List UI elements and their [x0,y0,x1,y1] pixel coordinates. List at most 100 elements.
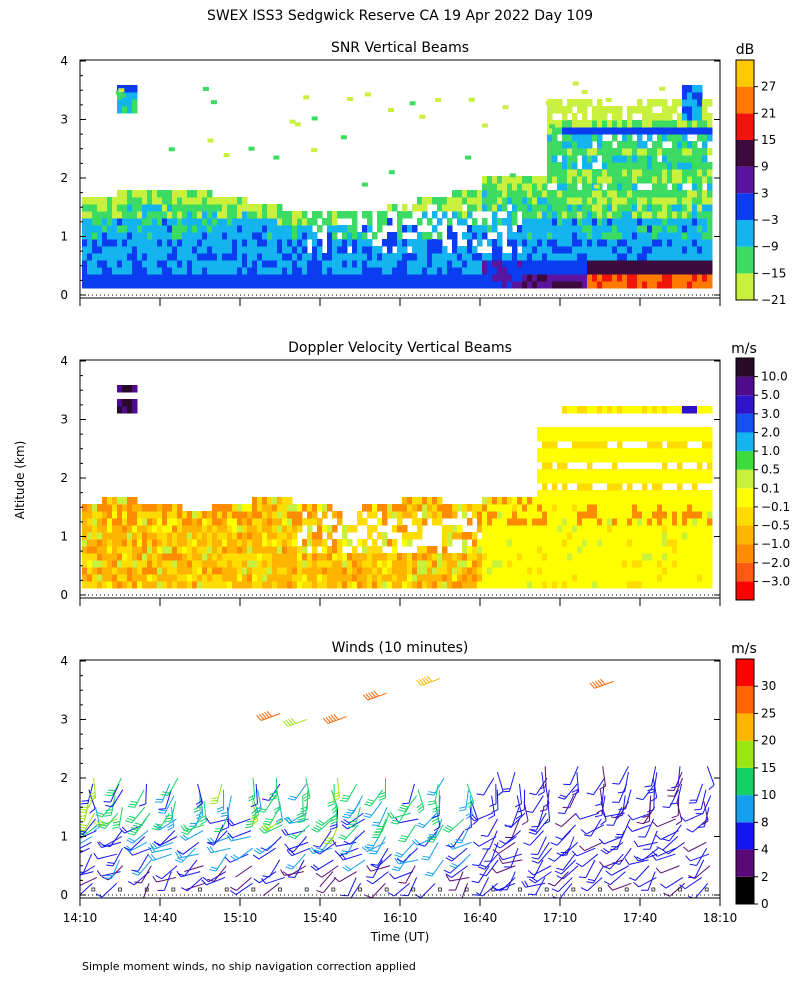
snr-cell [672,176,678,184]
doppler-cell [522,511,528,519]
snr-cell [697,218,703,226]
snr-cell [267,246,273,254]
doppler-cell [677,476,683,484]
snr-cell [137,197,143,205]
snr-cell [142,267,148,275]
doppler-cell [137,560,143,568]
doppler-cell [257,560,263,568]
doppler-cell [622,574,628,582]
doppler-cell [527,511,533,519]
snr-cell [692,85,698,93]
doppler-cell [542,574,548,582]
doppler-cell [427,581,433,589]
snr-cell [557,106,563,114]
doppler-cell [422,511,428,519]
snr-cell [507,225,513,233]
doppler-cell [257,539,263,547]
snr-cell [367,281,373,289]
colorbar-label: −0.5 [761,519,790,533]
doppler-cell [462,567,468,575]
snr-cell [177,204,183,212]
snr-cell [612,246,618,254]
doppler-cell [652,469,658,477]
doppler-cell [542,476,548,484]
doppler-cell [237,574,243,582]
doppler-cell [662,427,668,435]
snr-cell [272,232,278,240]
wind-barb [472,847,490,867]
snr-cell [582,260,588,268]
doppler-cell [487,532,493,540]
doppler-cell [347,574,353,582]
snr-cell [267,253,273,261]
snr-cell [242,260,248,268]
snr-cell [222,211,228,219]
snr-cell [672,246,678,254]
snr-cell [137,267,143,275]
doppler-cell [142,574,148,582]
doppler-cell [152,532,158,540]
snr-cell [627,253,633,261]
snr-cell [527,211,533,219]
doppler-cell [537,490,543,498]
colorbar-swatch [736,686,754,714]
snr-cell [487,267,493,275]
doppler-cell [312,567,318,575]
snr-cell [582,225,588,233]
doppler-cell [632,567,638,575]
snr-cell [222,197,228,205]
wind-barb [340,783,358,802]
snr-cell [547,260,553,268]
snr-cell [297,218,303,226]
snr-cell [647,106,653,114]
snr-cell [672,260,678,268]
doppler-cell [692,574,698,582]
snr-cell [572,239,578,247]
snr-cell [547,232,553,240]
colorbar-swatch [736,488,754,507]
snr-cell [592,232,598,240]
snr-cell [257,225,263,233]
snr-cell [667,113,673,121]
doppler-cell [632,518,638,526]
snr-cell [582,134,588,142]
doppler-cell [332,567,338,575]
snr-cell [687,260,693,268]
snr-cell [242,267,248,275]
doppler-cell [157,504,163,512]
snr-cell [117,99,123,107]
doppler-cell [492,525,498,533]
snr-cell [682,141,688,149]
doppler-cell [297,511,303,519]
snr-cell [487,183,493,191]
snr-cell [267,274,273,282]
doppler-cell [357,518,363,526]
doppler-cell [152,539,158,547]
doppler-cell [442,553,448,561]
snr-cell [202,281,208,289]
snr-cell [577,253,583,261]
snr-cell [702,253,708,261]
doppler-cell [627,469,633,477]
doppler-cell [237,525,243,533]
wind-barb [694,789,707,811]
doppler-cell [272,518,278,526]
snr-cell [487,225,493,233]
doppler-cell [517,567,523,575]
snr-cell [647,281,653,289]
doppler-cell [202,511,208,519]
wind-barb [369,836,387,855]
doppler-cell [162,560,168,568]
doppler-cell [602,441,608,449]
snr-cell [627,218,633,226]
doppler-cell [577,553,583,561]
snr-cell [657,225,663,233]
doppler-cell [167,511,173,519]
doppler-cell [512,525,518,533]
doppler-cell [667,497,673,505]
doppler-cell [292,553,298,561]
doppler-cell [507,525,513,533]
wind-barb [636,847,659,861]
doppler-cell [652,567,658,575]
